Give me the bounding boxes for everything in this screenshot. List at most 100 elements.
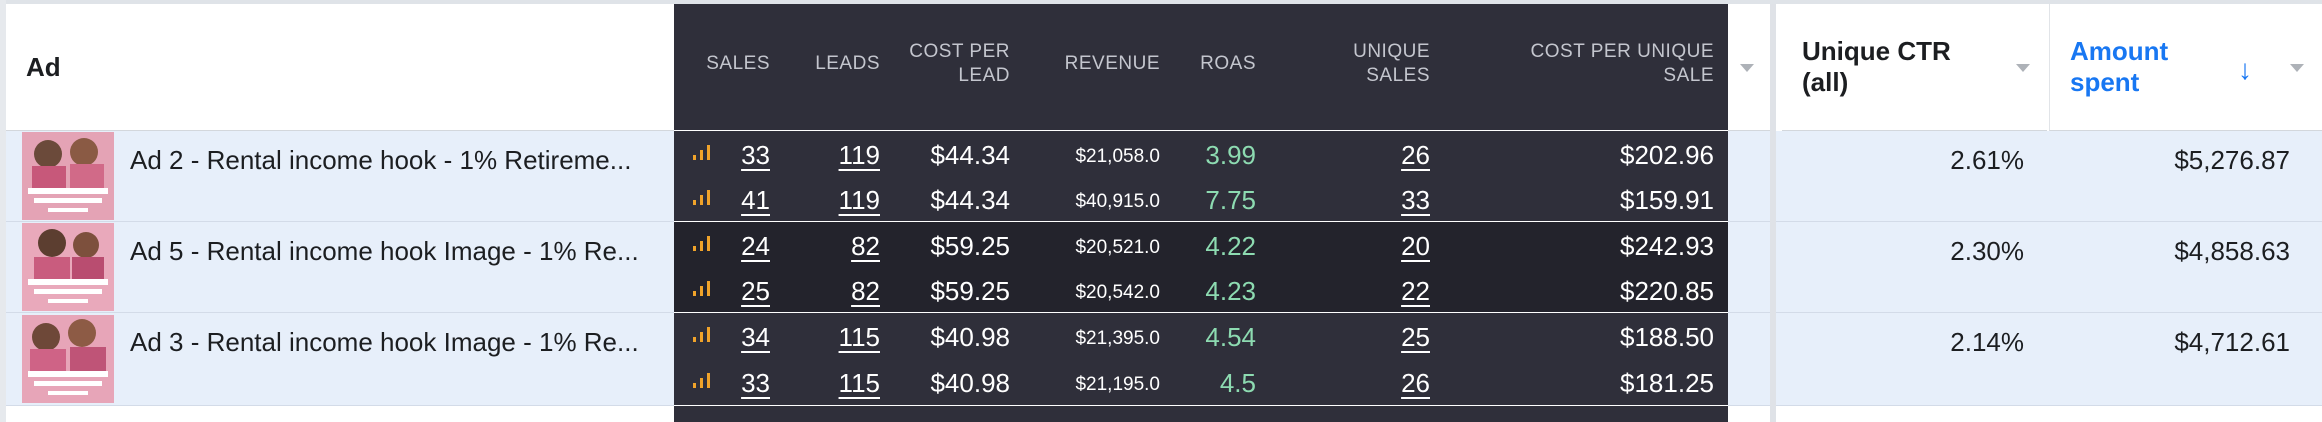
column-header-cost-per-lead[interactable]: COST PER LEAD: [900, 40, 1010, 88]
column-header-unique-sales-line2: SALES: [1366, 65, 1430, 86]
sales-value[interactable]: 33: [741, 368, 770, 398]
revenue-value: $21,058.0: [1075, 146, 1160, 167]
column-header-unique-sales-line1: UNIQUE: [1353, 41, 1430, 62]
cost-per-unique-sale-value: $202.96: [1620, 140, 1714, 170]
column-header-amount-spent-line1: Amount: [2070, 36, 2169, 66]
table-row-right: 2.61% $5,276.87: [1728, 131, 2322, 222]
revenue-value: $40,915.0: [1075, 191, 1160, 212]
column-header-ad[interactable]: Ad: [6, 4, 674, 131]
cost-per-unique-sale-value: $181.25: [1620, 368, 1714, 398]
column-header-cost-per-unique-sale-line1: COST PER UNIQUE: [1530, 41, 1714, 62]
ad-thumbnail[interactable]: [22, 315, 114, 403]
cost-per-unique-sale-value: $188.50: [1620, 322, 1714, 352]
unique-ctr-value: 2.14%: [1950, 327, 2024, 357]
unique-sales-value[interactable]: 25: [1401, 322, 1430, 352]
cost-per-unique-sale-value: $159.91: [1620, 185, 1714, 215]
revenue-value: $21,195.0: [1075, 374, 1160, 395]
table-row[interactable]: Ad 2 - Rental income hook - 1% Retireme.…: [6, 131, 674, 222]
revenue-value: $20,542.0: [1075, 282, 1160, 303]
leads-value[interactable]: 82: [851, 276, 880, 306]
unique-ctr-caret-icon[interactable]: [2016, 64, 2030, 72]
column-header-roas[interactable]: ROAS: [1200, 53, 1256, 74]
metrics-subrow: 33 115 $40.98 $21,195.0 4.5 26 $181.25: [674, 359, 1728, 405]
column-header-cost-per-unique-sale-line2: SALE: [1663, 65, 1714, 86]
metrics-header: SALES LEADS COST PER LEAD REVENUE ROAS U…: [674, 4, 1728, 130]
sales-value[interactable]: 24: [741, 231, 770, 261]
signal-bars-icon: [693, 281, 710, 296]
leads-value[interactable]: 82: [851, 231, 880, 261]
sales-value[interactable]: 25: [741, 276, 770, 306]
roas-value: 4.23: [1205, 276, 1256, 306]
leads-value[interactable]: 119: [838, 185, 880, 215]
metrics-block: 34 115 $40.98 $21,395.0 4.54 25 $188.50 …: [674, 313, 1728, 405]
ad-thumbnail[interactable]: [22, 132, 114, 220]
unique-ctr-value: 2.30%: [1950, 236, 2024, 266]
sales-value[interactable]: 34: [741, 322, 770, 352]
top-border: [0, 0, 2322, 4]
signal-bars-icon: [693, 190, 710, 205]
column-header-amount-spent[interactable]: Amount spent ↓: [2049, 4, 2322, 131]
cost-per-lead-value: $40.98: [930, 322, 1010, 352]
cost-per-unique-sale-value: $242.93: [1620, 231, 1714, 261]
ad-name[interactable]: Ad 5 - Rental income hook Image - 1% Re.…: [130, 236, 639, 266]
sales-value[interactable]: 33: [741, 140, 770, 170]
cost-per-lead-value: $59.25: [930, 276, 1010, 306]
column-header-ad-label: Ad: [26, 52, 61, 82]
roas-value: 4.54: [1205, 322, 1256, 352]
unique-sales-value[interactable]: 20: [1401, 231, 1430, 261]
column-header-cost-per-unique-sale[interactable]: COST PER UNIQUE SALE: [1524, 40, 1714, 88]
metrics-subrow: 33 119 $44.34 $21,058.0 3.99 26 $202.96: [674, 131, 1728, 176]
leads-value[interactable]: 115: [838, 368, 880, 398]
unique-sales-value[interactable]: 26: [1401, 368, 1430, 398]
amount-spent-caret-icon[interactable]: [2290, 64, 2304, 72]
column-header-revenue[interactable]: REVENUE: [1064, 53, 1160, 74]
cost-per-lead-value: $40.98: [930, 368, 1010, 398]
cost-per-lead-value: $59.25: [930, 231, 1010, 261]
column-header-sales[interactable]: SALES: [706, 53, 770, 74]
column-header-amount-spent-line2: spent: [2070, 67, 2140, 97]
amount-spent-value: $4,858.63: [2174, 236, 2290, 266]
revenue-value: $21,395.0: [1075, 328, 1160, 349]
cost-per-unique-sale-value: $220.85: [1620, 276, 1714, 306]
table-row[interactable]: Ad 3 - Rental income hook Image - 1% Re.…: [6, 313, 674, 406]
cost-per-lead-value: $44.34: [930, 185, 1010, 215]
signal-bars-icon: [693, 373, 710, 388]
ad-thumbnail[interactable]: [22, 223, 114, 311]
column-menu-caret-icon[interactable]: [1740, 64, 1754, 72]
metrics-subrow: 24 82 $59.25 $20,521.0 4.22 20 $242.93: [674, 222, 1728, 267]
column-header-unique-ctr[interactable]: Unique CTR (all): [1782, 4, 2047, 131]
roas-value: 7.75: [1205, 185, 1256, 215]
column-header-leads[interactable]: LEADS: [815, 53, 880, 74]
sort-descending-icon[interactable]: ↓: [2238, 54, 2252, 85]
column-divider-bar: [1770, 4, 1776, 422]
unique-sales-value[interactable]: 22: [1401, 276, 1430, 306]
ad-name[interactable]: Ad 2 - Rental income hook - 1% Retireme.…: [130, 145, 632, 175]
column-header-unique-ctr-line1: Unique CTR: [1802, 36, 1951, 66]
table-row-right: 2.30% $4,858.63: [1728, 222, 2322, 313]
metrics-subrow: 41 119 $44.34 $40,915.0 7.75 33 $159.91: [674, 176, 1728, 221]
next-row-partial-metrics: [674, 406, 1728, 422]
unique-sales-value[interactable]: 33: [1401, 185, 1430, 215]
revenue-value: $20,521.0: [1075, 237, 1160, 258]
leads-value[interactable]: 119: [838, 140, 880, 170]
signal-bars-icon: [693, 236, 710, 251]
table-row[interactable]: Ad 5 - Rental income hook Image - 1% Re.…: [6, 222, 674, 313]
metrics-subrow: 25 82 $59.25 $20,542.0 4.23 22 $220.85: [674, 267, 1728, 312]
metrics-block: 33 119 $44.34 $21,058.0 3.99 26 $202.96 …: [674, 131, 1728, 221]
column-header-cost-per-lead-line2: LEAD: [958, 65, 1010, 86]
signal-bars-icon: [693, 145, 710, 160]
column-menu-cell: [1728, 4, 1776, 131]
metrics-subrow: 34 115 $40.98 $21,395.0 4.54 25 $188.50: [674, 313, 1728, 359]
column-header-unique-ctr-line2: (all): [1802, 67, 1849, 97]
column-header-cost-per-lead-line1: COST PER: [909, 41, 1010, 62]
leads-value[interactable]: 115: [838, 322, 880, 352]
column-header-unique-sales[interactable]: UNIQUE SALES: [1284, 40, 1430, 88]
ad-name[interactable]: Ad 3 - Rental income hook Image - 1% Re.…: [130, 327, 639, 357]
roas-value: 4.5: [1219, 368, 1256, 398]
table-row-right: 2.14% $4,712.61: [1728, 313, 2322, 406]
unique-sales-value[interactable]: 26: [1401, 140, 1430, 170]
cost-per-lead-value: $44.34: [930, 140, 1010, 170]
sales-value[interactable]: 41: [741, 185, 770, 215]
signal-bars-icon: [693, 327, 710, 342]
amount-spent-value: $5,276.87: [2174, 145, 2290, 175]
